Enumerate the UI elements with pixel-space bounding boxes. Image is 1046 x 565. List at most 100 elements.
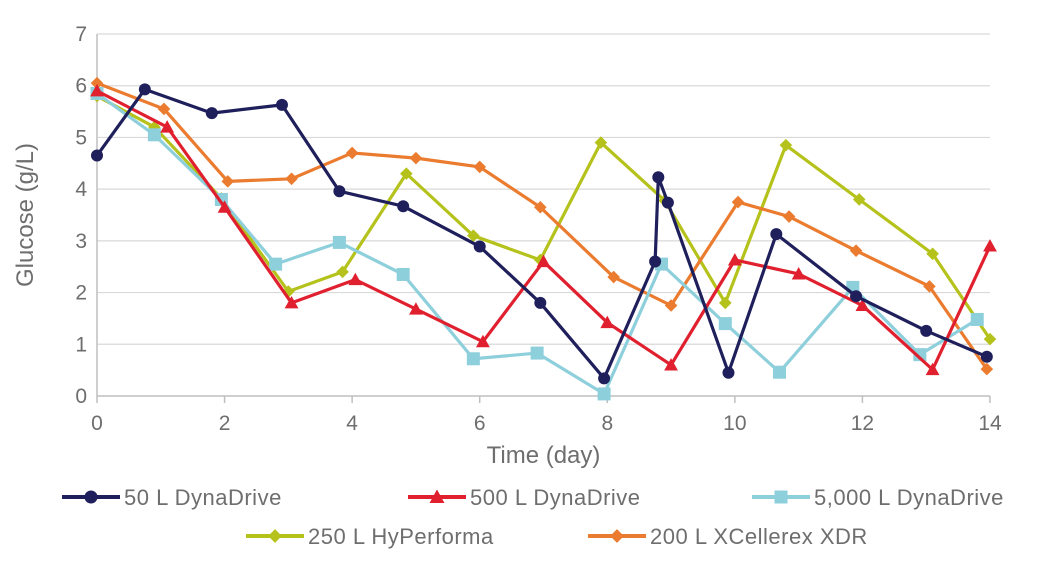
- data-point-0-2: [205, 107, 218, 120]
- data-point-1-10: [727, 253, 742, 266]
- legend-marker-1: [429, 489, 445, 503]
- data-point-4-10: [731, 195, 745, 209]
- data-point-3-13: [926, 247, 939, 261]
- data-point-1-9: [664, 358, 678, 371]
- x-tick-label-6: 6: [474, 412, 486, 435]
- data-point-0-8: [598, 372, 611, 385]
- data-point-0-13: [770, 228, 783, 241]
- data-point-2-10: [718, 317, 732, 331]
- legend[interactable]: 50 L DynaDrive 500 L DynaDrive 5,000 L Dyn…: [62, 485, 1004, 549]
- legend-label-2: 5,000 L DynaDrive: [814, 485, 1004, 510]
- data-point-2-11: [773, 365, 787, 379]
- legend-label-4: 200 L XCellerex XDR: [650, 524, 868, 549]
- data-point-2-3: [269, 257, 283, 271]
- data-point-2-7: [530, 346, 544, 360]
- data-point-3-8: [594, 136, 608, 149]
- data-point-0-6: [473, 240, 486, 253]
- legend-label-1: 500 L DynaDrive: [470, 485, 641, 510]
- data-point-1-0: [90, 83, 104, 97]
- data-point-0-3: [275, 98, 288, 111]
- legend-marker-2: [774, 490, 788, 504]
- data-point-3-10: [718, 296, 732, 310]
- data-point-2-8: [597, 387, 611, 401]
- series-line-1: [96, 89, 992, 372]
- x-axis-title: Time (day): [487, 442, 601, 469]
- data-point-1-13: [925, 362, 940, 376]
- data-point-3-6: [467, 229, 480, 242]
- data-point-3-12: [852, 193, 866, 206]
- data-point-3-14: [983, 332, 997, 346]
- y-tick-labels: 0 1 2 3 4 5 6 7: [75, 23, 87, 408]
- data-point-1-4: [348, 272, 363, 286]
- data-point-3-3: [282, 285, 295, 298]
- legend-item-1[interactable]: 500 L DynaDrive: [408, 485, 641, 510]
- data-point-0-5: [397, 200, 410, 213]
- y-tick-label-0: 0: [75, 385, 87, 408]
- data-point-1-8: [600, 315, 615, 329]
- x-tick-label-2: 2: [219, 412, 231, 435]
- data-point-1-14: [983, 239, 997, 252]
- data-point-1-6: [476, 334, 490, 348]
- data-point-4-4: [345, 146, 359, 160]
- data-point-4-12: [849, 244, 863, 257]
- series-0: [91, 83, 993, 385]
- data-point-2-6: [466, 352, 480, 366]
- series-lines: [90, 76, 997, 401]
- legend-item-4[interactable]: 200 L XCellerex XDR: [588, 524, 868, 549]
- y-tick-label-3: 3: [75, 230, 87, 253]
- data-point-4-13: [923, 280, 936, 293]
- data-point-0-10: [652, 171, 665, 184]
- x-tick-label-12: 12: [851, 412, 874, 435]
- x-tick-label-0: 0: [91, 412, 103, 435]
- data-point-0-16: [980, 350, 993, 363]
- x-tick-label-14: 14: [978, 412, 1002, 435]
- series-2: [90, 86, 984, 401]
- data-point-4-14: [980, 362, 994, 376]
- data-point-0-7: [534, 296, 547, 309]
- data-point-3-5: [400, 167, 413, 180]
- legend-item-2[interactable]: 5,000 L DynaDrive: [752, 485, 1004, 510]
- data-point-1-5: [409, 302, 423, 315]
- y-tick-label-4: 4: [75, 178, 87, 201]
- data-point-2-5: [396, 267, 410, 281]
- data-point-4-9: [664, 299, 678, 312]
- x-tick-labels: 0 2 4 6 8 10 12 14: [91, 412, 1002, 435]
- data-point-4-7: [534, 200, 547, 214]
- legend-marker-0: [84, 490, 98, 504]
- data-point-4-2: [221, 175, 235, 188]
- data-point-0-9: [649, 255, 662, 268]
- data-point-3-11: [779, 138, 793, 152]
- data-point-0-1: [138, 83, 151, 96]
- legend-marker-3: [268, 529, 282, 543]
- legend-label-0: 50 L DynaDrive: [124, 485, 282, 510]
- data-point-4-0: [90, 76, 104, 90]
- data-point-0-15: [920, 324, 933, 337]
- data-point-4-3: [285, 172, 298, 186]
- data-point-4-8: [607, 270, 620, 284]
- data-point-4-1: [157, 102, 171, 116]
- y-tick-label-7: 7: [75, 23, 87, 46]
- data-point-3-1: [148, 120, 161, 134]
- legend-item-3[interactable]: 250 L HyPerforma: [246, 524, 494, 549]
- data-point-1-3: [284, 296, 299, 309]
- data-point-1-1: [160, 120, 175, 133]
- x-tick-label-8: 8: [601, 412, 613, 435]
- data-point-0-12: [722, 366, 735, 379]
- data-point-0-4: [333, 185, 346, 198]
- x-tick-label-10: 10: [723, 412, 746, 435]
- data-point-4-5: [409, 151, 423, 165]
- data-point-1-11: [791, 267, 806, 280]
- legend-marker-4: [610, 529, 624, 543]
- data-point-1-7: [536, 254, 551, 268]
- data-point-2-13: [913, 348, 927, 362]
- data-point-3-4: [336, 265, 349, 279]
- data-point-1-12: [855, 298, 870, 312]
- data-point-2-14: [970, 312, 984, 326]
- series-line-4: [96, 81, 989, 371]
- legend-item-0[interactable]: 50 L DynaDrive: [62, 485, 282, 510]
- gridlines: [97, 33, 990, 345]
- y-tick-label-5: 5: [75, 126, 87, 149]
- series-line-0: [95, 87, 988, 381]
- series-4: [90, 76, 994, 376]
